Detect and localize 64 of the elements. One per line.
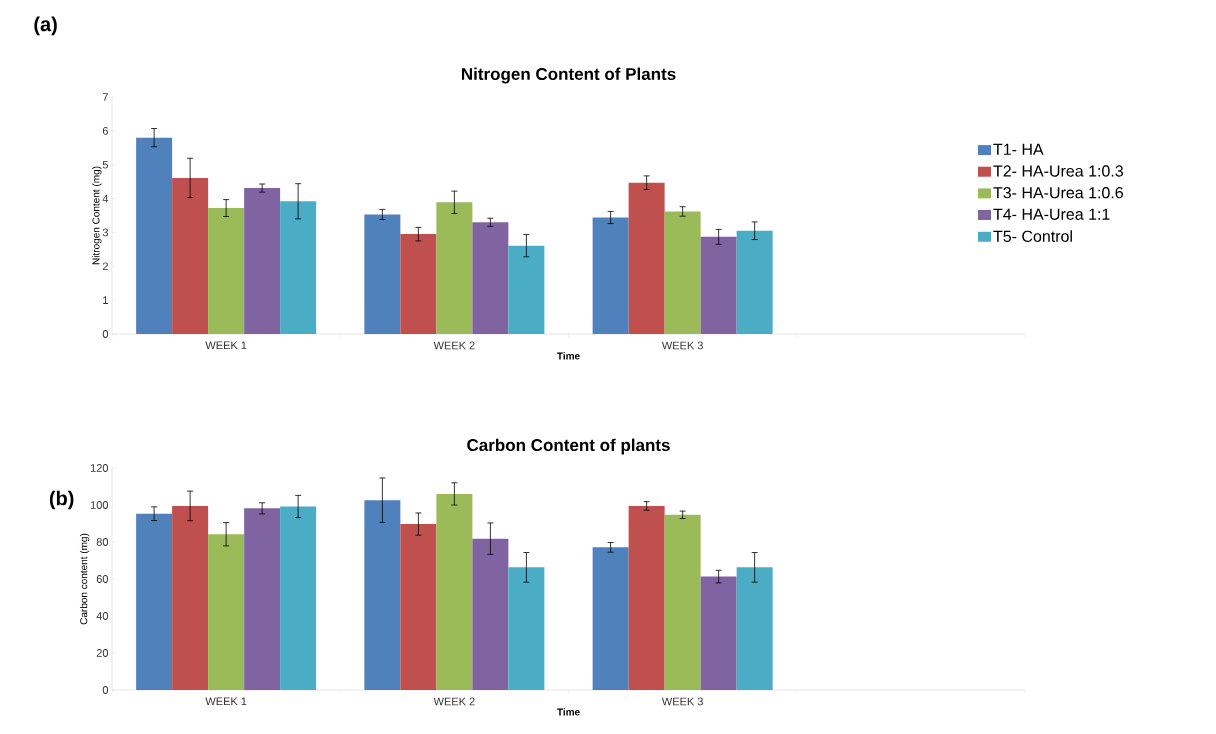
y-tick-label: 0	[102, 330, 109, 338]
legend-label: T2- HA-Urea 1:0.3	[993, 165, 1123, 177]
x-tick-label: WEEK 2	[433, 341, 475, 350]
y-tick-label: 100	[90, 501, 109, 509]
y-tick-label: 4	[102, 194, 109, 203]
bar	[208, 208, 245, 334]
bar	[364, 214, 401, 334]
bar	[436, 202, 473, 334]
bar	[664, 514, 701, 690]
bar	[508, 245, 545, 334]
x-tick-label: WEEK 3	[661, 697, 703, 706]
x-axis-title: Time	[557, 708, 580, 716]
x-tick-label: WEEK 2	[433, 697, 475, 706]
legend-label: T4- HA-Urea 1:1	[993, 208, 1110, 220]
bar	[172, 505, 209, 690]
legend-label: T1- HA	[993, 143, 1044, 155]
y-axis-title: Carbon content (mg)	[79, 533, 90, 625]
y-tick-label: 80	[96, 538, 109, 546]
y-tick-label: 60	[96, 575, 109, 583]
bar	[244, 188, 281, 334]
bar	[700, 576, 737, 690]
bar	[472, 222, 509, 334]
y-tick-label: 2	[102, 262, 108, 271]
bar	[736, 567, 773, 690]
bar	[592, 547, 629, 690]
bar	[136, 137, 173, 334]
y-tick-label: 0	[102, 686, 109, 694]
bar	[280, 506, 317, 690]
bar	[136, 513, 173, 690]
x-tick-label: WEEK 1	[205, 697, 247, 706]
bar	[628, 182, 665, 334]
x-axis-title: Time	[557, 352, 580, 360]
bar	[472, 538, 509, 690]
bar	[592, 217, 629, 334]
bar	[628, 505, 665, 690]
bar	[436, 493, 473, 690]
chart-title: Nitrogen Content of Plants	[461, 67, 676, 84]
bar	[364, 500, 401, 690]
y-tick-label: 3	[102, 228, 108, 237]
y-axis-title: Nitrogen Content (mg)	[92, 166, 102, 265]
x-tick-label: WEEK 3	[661, 341, 703, 350]
y-tick-label: 7	[102, 93, 108, 101]
bar	[172, 177, 209, 334]
legend-label: T5- Control	[993, 230, 1072, 242]
bar	[736, 230, 773, 334]
bar	[700, 236, 737, 334]
y-tick-label: 20	[96, 649, 109, 657]
bar	[400, 524, 437, 690]
chart-title: Carbon Content of plants	[467, 438, 670, 455]
y-tick-label: 1	[103, 296, 108, 304]
legend-label: T3- HA-Urea 1:0.6	[993, 187, 1123, 199]
bar	[208, 534, 245, 690]
x-tick-label: WEEK 1	[205, 341, 247, 350]
bar	[280, 201, 317, 334]
text: (a)	[34, 16, 57, 36]
text: (b)	[49, 490, 74, 510]
y-tick-label: 120	[90, 464, 109, 472]
bar	[244, 508, 281, 690]
bar	[400, 234, 437, 334]
bar	[664, 211, 701, 334]
y-tick-label: 5	[102, 160, 108, 169]
y-tick-label: 40	[96, 612, 109, 620]
y-tick-label: 6	[102, 126, 108, 135]
bar	[508, 567, 545, 690]
